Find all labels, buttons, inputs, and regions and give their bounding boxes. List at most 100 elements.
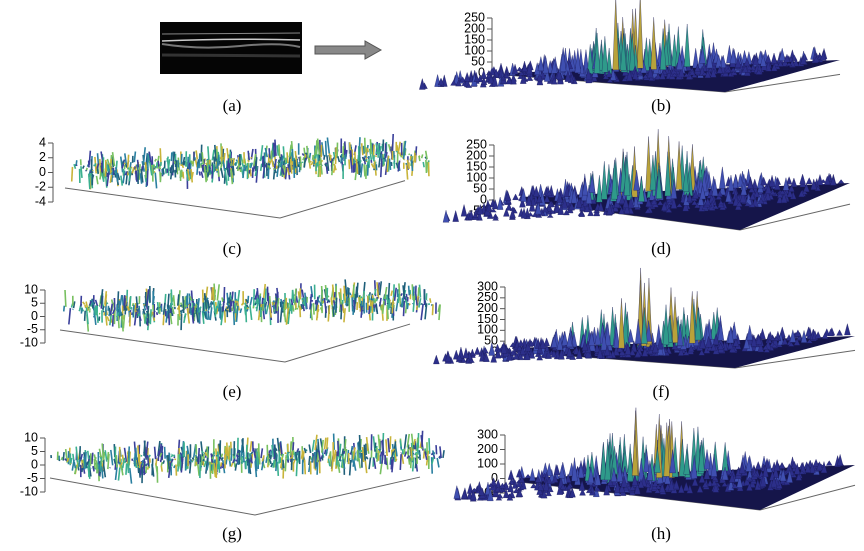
surface-spike bbox=[88, 451, 89, 459]
surface-spike bbox=[236, 460, 238, 461]
surface-spike bbox=[156, 458, 157, 465]
surface-spike bbox=[422, 154, 423, 158]
surface-spike bbox=[324, 155, 325, 160]
surface-spike bbox=[251, 452, 252, 454]
surface-spike bbox=[208, 312, 209, 313]
surface-spike bbox=[306, 153, 308, 155]
surface-spike bbox=[342, 449, 343, 456]
surface-spike bbox=[67, 458, 68, 462]
surface-spike bbox=[120, 295, 121, 305]
surface-spike bbox=[107, 316, 109, 321]
surface-spike bbox=[837, 330, 843, 336]
surface-spike bbox=[283, 146, 284, 160]
surface-spike bbox=[201, 441, 203, 456]
surface-spike bbox=[198, 464, 199, 476]
surface-spike bbox=[388, 283, 389, 300]
surface-spike bbox=[199, 171, 200, 175]
surface-spike bbox=[76, 160, 77, 165]
surface-spike bbox=[213, 287, 214, 301]
z-tick-label: -5 bbox=[27, 322, 38, 336]
surface-spike bbox=[197, 163, 198, 175]
z-tick-label: -5 bbox=[27, 471, 38, 485]
surface-spike bbox=[376, 297, 378, 298]
surface-spike bbox=[130, 296, 131, 308]
surface-spike bbox=[222, 297, 223, 302]
surface-spike bbox=[213, 300, 215, 313]
surface-spike bbox=[93, 466, 94, 471]
surface-spike bbox=[213, 462, 214, 473]
surface-spike bbox=[322, 301, 323, 304]
surface-spike bbox=[404, 301, 405, 316]
surface-spike bbox=[383, 440, 384, 456]
surface-spike bbox=[389, 144, 391, 151]
surface-spike bbox=[350, 460, 351, 476]
surface-spike bbox=[371, 163, 373, 167]
surface-spike bbox=[367, 458, 368, 459]
surface-spike bbox=[274, 143, 275, 157]
surface-spike bbox=[184, 313, 186, 323]
surface-spike bbox=[64, 306, 65, 312]
surface-spike bbox=[402, 454, 404, 464]
surface-spike bbox=[235, 303, 236, 313]
surface-spike bbox=[364, 164, 365, 176]
surface-spike bbox=[81, 308, 82, 314]
surface-spike bbox=[508, 470, 514, 480]
surface-spike bbox=[72, 460, 74, 471]
surface-spike bbox=[155, 159, 156, 162]
surface-spike bbox=[153, 168, 154, 170]
z-tick-label: 300 bbox=[477, 427, 498, 441]
surface-spike bbox=[79, 459, 80, 467]
surface-spike bbox=[198, 448, 199, 464]
surface-spike bbox=[103, 452, 104, 460]
surface-spike bbox=[191, 161, 192, 164]
surface-spike bbox=[95, 163, 96, 166]
surface-spike bbox=[474, 347, 480, 354]
surface-spike bbox=[637, 0, 643, 68]
image-line bbox=[162, 55, 300, 56]
surface-spike bbox=[207, 446, 208, 457]
panel: (c)420-2-4 bbox=[35, 134, 430, 258]
ultrasound-image bbox=[160, 22, 302, 74]
surface-spike bbox=[419, 298, 421, 307]
surface-spike bbox=[419, 156, 420, 161]
surface-spike bbox=[283, 460, 284, 468]
z-tick-label: 5 bbox=[31, 444, 38, 458]
surface-spike bbox=[205, 296, 206, 311]
surface-spike bbox=[128, 458, 129, 469]
surface-spike bbox=[386, 439, 387, 456]
surface-spike bbox=[134, 166, 135, 169]
surface-spike bbox=[333, 306, 334, 316]
surface-spike bbox=[333, 160, 334, 161]
surface-spike bbox=[361, 163, 363, 177]
surface-spike bbox=[391, 162, 392, 166]
surface-spike bbox=[178, 294, 179, 305]
surface-spike bbox=[230, 295, 231, 300]
surface-spike bbox=[269, 459, 271, 464]
surface-spike bbox=[211, 302, 212, 308]
surface-spike bbox=[123, 315, 124, 329]
surface-spike bbox=[285, 453, 287, 454]
surface-spike bbox=[411, 447, 412, 458]
panel: (d)250200150100500-50 bbox=[443, 129, 850, 258]
surface-spike bbox=[83, 302, 85, 305]
surface-spike bbox=[215, 145, 216, 162]
surface-spike bbox=[171, 165, 172, 173]
surface-spike bbox=[96, 300, 98, 306]
surface-spike bbox=[69, 308, 71, 324]
panel: (g)1050-5-10 bbox=[20, 430, 444, 543]
z-tick-label: -4 bbox=[35, 194, 46, 208]
surface-spike bbox=[223, 301, 224, 311]
surface-spike bbox=[378, 435, 379, 448]
surface-spike bbox=[800, 174, 806, 184]
surface-spike bbox=[417, 443, 418, 455]
surface-spike bbox=[290, 441, 291, 455]
surface-spike bbox=[379, 449, 381, 450]
surface-spike bbox=[239, 168, 240, 169]
surface-spike bbox=[395, 288, 397, 301]
surface-spike bbox=[163, 460, 164, 463]
surface-spike bbox=[180, 453, 181, 454]
surface-spike bbox=[355, 455, 356, 460]
surface-spike bbox=[118, 314, 119, 328]
surface-spike bbox=[160, 308, 161, 314]
